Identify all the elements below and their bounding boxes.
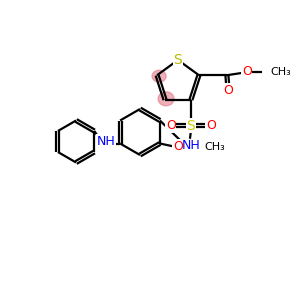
Text: O: O xyxy=(166,119,176,132)
Text: CH₃: CH₃ xyxy=(270,67,291,77)
Text: O: O xyxy=(242,65,252,78)
Ellipse shape xyxy=(152,70,166,82)
Text: O: O xyxy=(206,119,216,132)
Text: NH: NH xyxy=(182,139,200,152)
Text: S: S xyxy=(174,53,182,67)
Text: NH: NH xyxy=(97,135,116,148)
Text: O: O xyxy=(223,84,233,97)
Text: CH₃: CH₃ xyxy=(204,142,225,152)
Ellipse shape xyxy=(158,92,174,106)
Text: O: O xyxy=(173,140,183,153)
Text: S: S xyxy=(187,119,195,133)
